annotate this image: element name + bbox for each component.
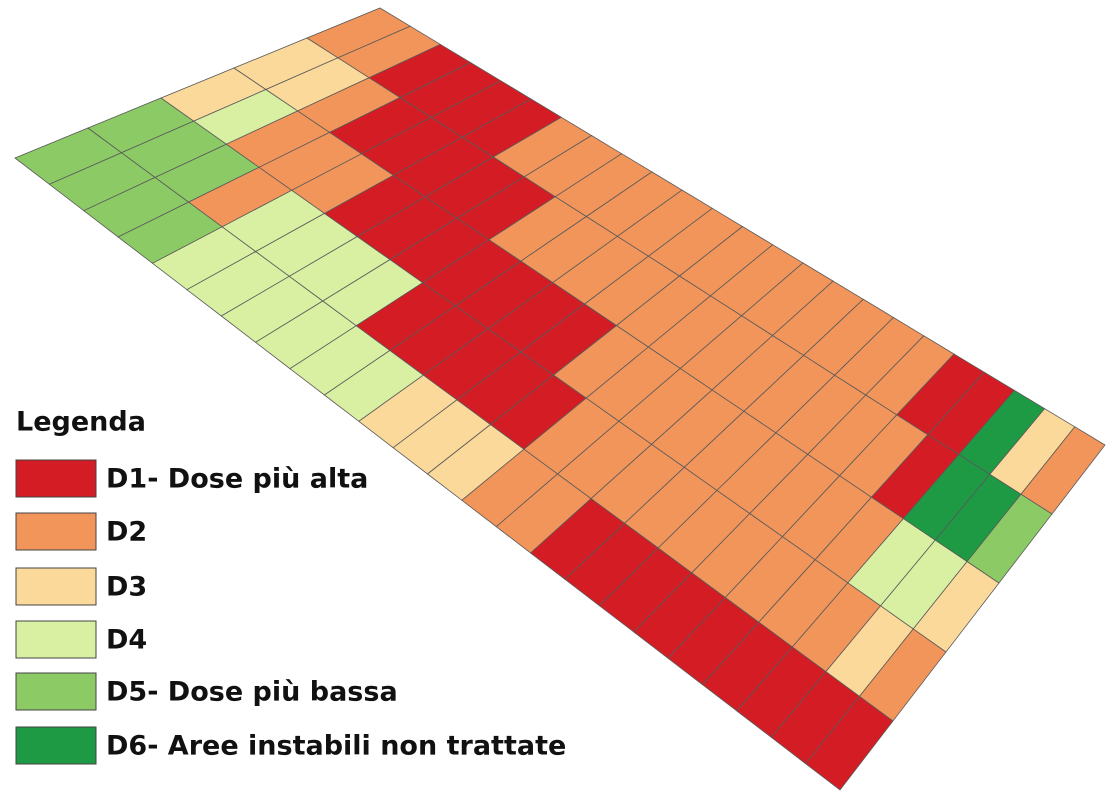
legend-label: D6- Aree instabili non trattate [106,731,566,762]
legend-swatch [15,459,97,498]
legend-label: D1- Dose più alta [106,464,368,495]
legend-title: Legenda [16,407,146,438]
legend-label: D2 [106,517,147,548]
legend-label: D5- Dose più bassa [106,677,398,708]
map-zone [1020,426,1106,515]
legend-swatch [15,567,97,606]
legend-swatch [15,726,97,765]
field-map [14,7,1106,791]
legend: D1- Dose più alta D2 D3 D4 D5- Dose più bass… [15,459,566,765]
legend-swatch [15,672,97,711]
legend-swatch [15,620,97,659]
legend-swatch [15,512,97,551]
legend-label: D3 [106,572,147,603]
legend-label: D4 [106,625,147,656]
